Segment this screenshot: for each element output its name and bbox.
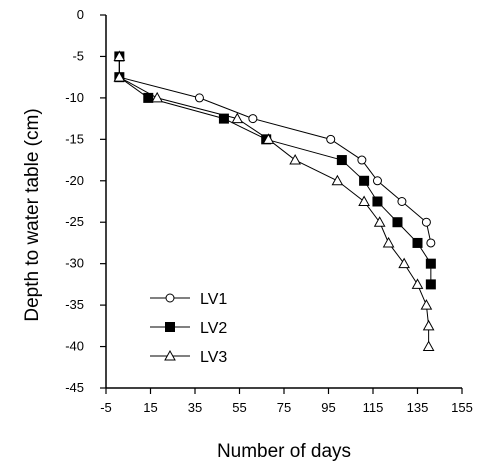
x-axis-title: Number of days <box>217 441 351 462</box>
x-tick-label: 115 <box>363 400 384 415</box>
y-tick-label: -40 <box>65 339 84 354</box>
x-tick-label: 155 <box>451 400 473 415</box>
data-point-lv3 <box>422 340 435 352</box>
legend-label-lv3: LV3 <box>200 349 227 366</box>
data-point-lv2 <box>336 155 347 166</box>
data-point-lv1 <box>397 197 407 206</box>
data-point-lv2 <box>412 237 423 248</box>
data-point-lv2 <box>359 175 370 186</box>
x-tick-label: 135 <box>407 400 429 415</box>
y-axis-title: Depth to water table (cm) <box>22 108 43 321</box>
legend-label-lv2: LV2 <box>200 320 227 337</box>
series-lv2 <box>114 51 436 290</box>
series-lv3 <box>113 50 435 352</box>
data-point-lv3 <box>289 154 301 165</box>
data-point-lv1 <box>357 155 367 165</box>
series-lv1 <box>114 51 436 248</box>
series-line-lv1 <box>118 56 432 244</box>
data-point-lv3 <box>231 112 244 124</box>
data-point-lv3 <box>262 133 275 144</box>
y-ticks: 0 -5 -10 -15 -20 -25 -30 -35 -40 -45 <box>65 7 106 395</box>
x-tick-label: 55 <box>232 400 246 415</box>
x-tick-label: 95 <box>321 400 335 415</box>
y-tick-label: -5 <box>72 48 84 63</box>
y-tick-label: -10 <box>65 90 84 105</box>
legend-item-lv2: LV2 <box>150 320 227 337</box>
data-point-lv1 <box>426 238 436 248</box>
legend-marker-lv2 <box>165 322 175 332</box>
x-tick-label: 75 <box>277 400 291 415</box>
y-tick-label: -25 <box>65 214 84 229</box>
data-point-lv3 <box>420 299 433 310</box>
legend-label-lv1: LV1 <box>200 291 227 308</box>
y-tick-label: -30 <box>65 256 84 271</box>
legend-marker-lv1 <box>165 293 175 303</box>
y-tick-label: -20 <box>65 173 84 188</box>
data-point-lv3 <box>398 257 410 269</box>
x-tick-label: 35 <box>188 400 202 415</box>
data-point-lv1 <box>248 114 258 124</box>
series-group <box>113 50 436 352</box>
data-point-lv3 <box>358 195 370 206</box>
data-point-lv3 <box>411 278 424 289</box>
data-point-lv3 <box>373 216 386 227</box>
data-point-lv1 <box>194 93 204 103</box>
data-point-lv2 <box>425 279 436 290</box>
data-point-lv1 <box>421 217 431 227</box>
legend-item-lv1: LV1 <box>150 291 227 308</box>
data-point-lv3 <box>422 319 435 331</box>
data-point-lv3 <box>382 236 395 248</box>
y-tick-label: -15 <box>65 131 84 146</box>
data-point-lv1 <box>372 176 382 186</box>
legend-item-lv3: LV3 <box>150 349 227 366</box>
x-tick-label: -5 <box>100 400 112 415</box>
y-tick-label: -35 <box>65 297 84 312</box>
legend: LV1 LV2 LV3 <box>150 291 227 366</box>
data-point-lv2 <box>392 217 403 228</box>
y-tick-label: -45 <box>65 380 84 395</box>
data-point-lv3 <box>113 50 126 61</box>
y-tick-label: 0 <box>77 7 84 22</box>
data-point-lv2 <box>218 113 229 124</box>
data-point-lv1 <box>326 134 336 144</box>
data-point-lv3 <box>151 91 164 103</box>
data-point-lv2 <box>372 196 383 207</box>
legend-marker-lv3 <box>164 349 176 361</box>
data-point-lv3 <box>113 71 126 82</box>
data-point-lv3 <box>331 174 344 186</box>
axes <box>105 15 462 389</box>
x-tick-label: 15 <box>143 400 157 415</box>
x-ticks: -5 15 35 55 75 95 115 135 155 <box>100 388 473 415</box>
series-line-lv2 <box>118 56 432 285</box>
data-point-lv2 <box>425 258 436 269</box>
